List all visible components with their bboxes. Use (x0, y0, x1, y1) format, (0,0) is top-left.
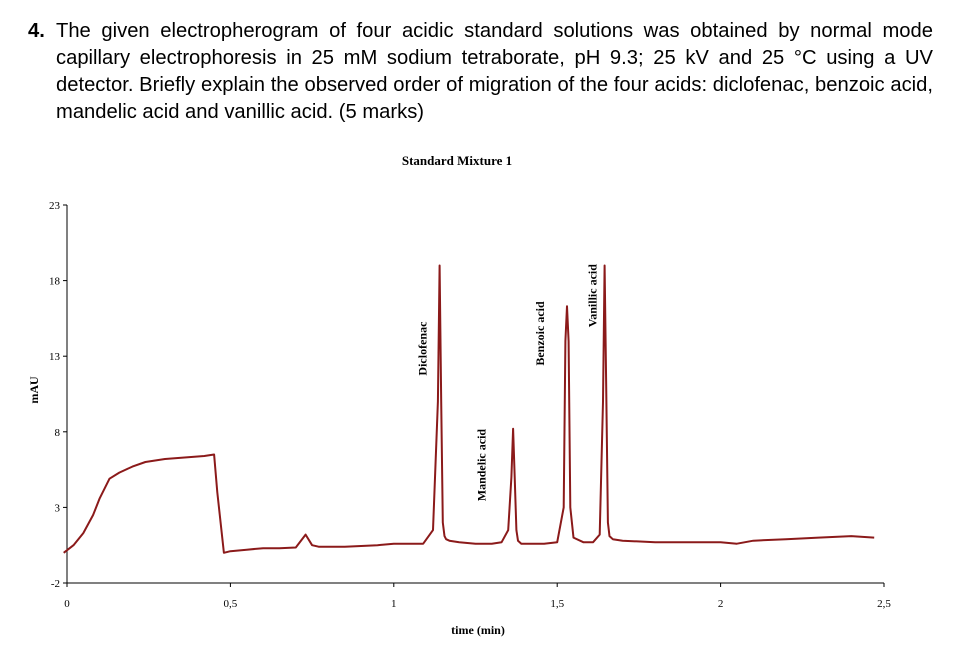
peak-annotations: Diclofenac Mandelic acid Benzoic acid Vanil… (416, 264, 600, 502)
question-number: 4. (28, 20, 45, 42)
peak-label: Diclofenac (416, 321, 430, 376)
x-tick-label: 0,5 (224, 598, 238, 610)
x-tick-label: 1,5 (550, 598, 564, 610)
x-tick-label: 1 (391, 598, 397, 610)
x-axis-label: time (min) (451, 623, 505, 637)
y-tick-label: 3 (55, 502, 61, 514)
peak-label: Benzoic acid (533, 301, 547, 366)
chart-title: Standard Mixture 1 (402, 153, 512, 168)
question-block: 4. The given electropherogram of four ac… (28, 18, 933, 126)
y-axis-label: mAU (27, 376, 41, 404)
y-tick-label: -2 (51, 578, 60, 590)
y-ticks: -2 3 8 13 18 23 (49, 200, 67, 590)
x-tick-label: 2,5 (877, 598, 891, 610)
y-tick-label: 8 (55, 427, 61, 439)
y-tick-label: 18 (49, 276, 61, 288)
question-text: The given electropherogram of four acidi… (56, 20, 933, 123)
electropherogram-trace (63, 264, 875, 554)
peak-label: Mandelic acid (474, 429, 488, 502)
y-tick-label: 13 (49, 351, 61, 363)
peak-label: Vanillic acid (585, 264, 599, 328)
x-tick-label: 0 (64, 598, 70, 610)
x-tick-label: 2 (718, 598, 724, 610)
x-ticks: 0 0,5 1 1,5 2 2,5 (64, 583, 891, 610)
y-tick-label: 23 (49, 200, 61, 212)
